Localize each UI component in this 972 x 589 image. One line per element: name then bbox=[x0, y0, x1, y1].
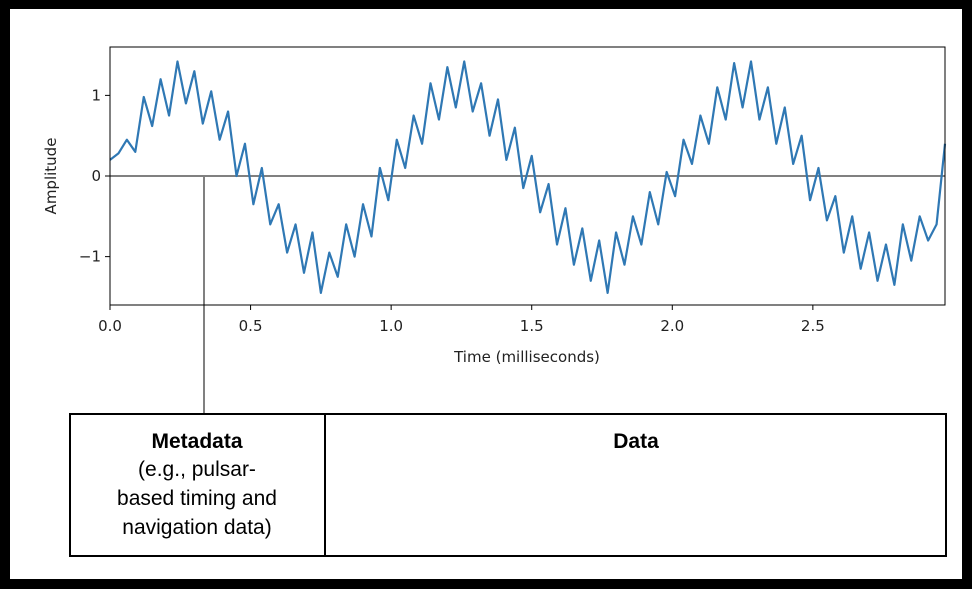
x-tick-label: 2.5 bbox=[801, 317, 825, 335]
plot-frame bbox=[109, 46, 946, 306]
x-tick-label: 0.5 bbox=[239, 317, 263, 335]
y-axis-label: Amplitude bbox=[42, 138, 60, 215]
metadata-title: Metadata bbox=[151, 430, 242, 453]
x-axis-label: Time (milliseconds) bbox=[453, 348, 600, 366]
data-title: Data bbox=[613, 430, 659, 453]
y-tick-label: −1 bbox=[79, 248, 101, 266]
y-tick-label: 0 bbox=[91, 167, 101, 185]
x-tick-label: 2.0 bbox=[660, 317, 684, 335]
x-tick-label: 1.5 bbox=[520, 317, 544, 335]
x-tick-label: 0.0 bbox=[98, 317, 122, 335]
metadata-line: based timing and bbox=[117, 487, 277, 510]
metadata-line: navigation data) bbox=[122, 516, 271, 539]
metadata-line: (e.g., pulsar- bbox=[138, 458, 256, 481]
y-tick-label: 1 bbox=[91, 86, 101, 104]
signal-line bbox=[109, 60, 947, 295]
packet-box bbox=[69, 413, 947, 557]
x-tick-label: 1.0 bbox=[379, 317, 403, 335]
